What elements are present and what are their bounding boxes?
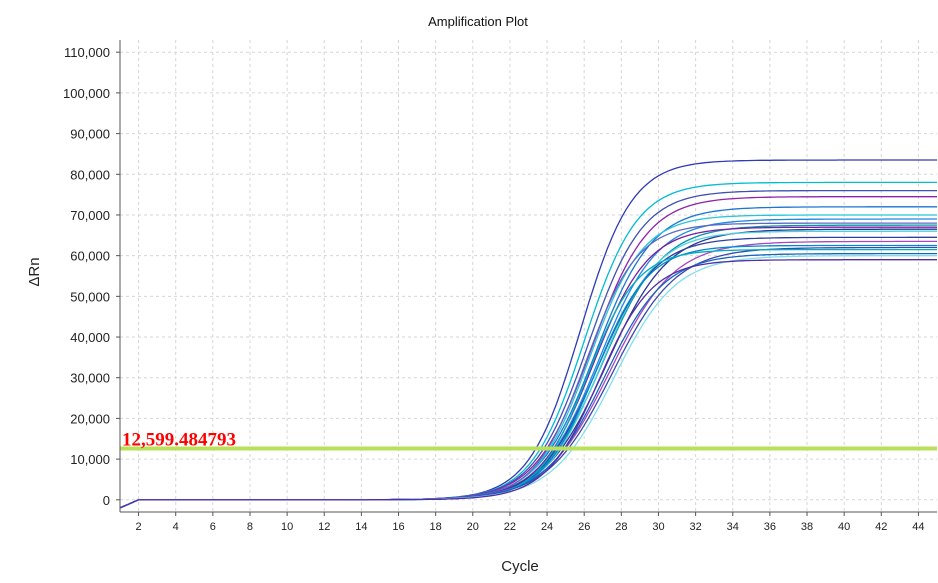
y-tick-label: 50,000 (70, 289, 110, 304)
x-tick-label: 36 (764, 521, 776, 533)
x-tick-label: 42 (875, 521, 887, 533)
x-tick-label: 16 (392, 521, 404, 533)
amplification-curves (119, 159, 937, 509)
x-tick-label: 40 (838, 521, 850, 533)
x-tick-label: 20 (467, 521, 479, 533)
x-tick-label: 2 (136, 521, 142, 533)
y-tick-label: 40,000 (70, 330, 110, 345)
threshold-group[interactable]: 12,599.484793 (120, 430, 937, 451)
y-tick-label: 110,000 (64, 45, 110, 60)
x-tick-label: 24 (541, 521, 553, 533)
x-tick-label: 32 (689, 521, 701, 533)
amplification-curve (119, 259, 937, 509)
y-tick-label: 90,000 (70, 127, 110, 142)
x-tick-label: 28 (615, 521, 627, 533)
x-tick-label: 30 (652, 521, 664, 533)
y-tick-label: 60,000 (70, 249, 110, 264)
x-tick-label: 8 (247, 521, 253, 533)
x-axis-label: Cycle (501, 558, 539, 575)
x-tick-label: 34 (727, 521, 739, 533)
x-tick-label: 10 (281, 521, 293, 533)
y-tick-label: 20,000 (70, 411, 110, 426)
y-tick-label: 100,000 (63, 86, 110, 101)
y-tick-label: 70,000 (70, 208, 110, 223)
y-tick-label: 10,000 (70, 452, 110, 467)
y-tick-labels: 0 10,000 20,000 30,000 40,000 50,000 60,000 70,… (63, 45, 110, 508)
axes (116, 40, 937, 516)
y-axis-label: ΔRn (26, 257, 43, 286)
y-tick-label: 80,000 (70, 167, 110, 182)
x-tick-label: 38 (801, 521, 813, 533)
x-tick-label: 22 (504, 521, 516, 533)
x-tick-label: 14 (355, 521, 367, 533)
threshold-value-label: 12,599.484793 (122, 430, 236, 451)
x-tick-label: 26 (578, 521, 590, 533)
x-tick-label: 4 (173, 521, 179, 533)
x-tick-label: 12 (318, 521, 330, 533)
x-tick-label: 44 (912, 521, 924, 533)
chart-title: Amplification Plot (428, 14, 528, 29)
x-tick-label: 6 (210, 521, 216, 533)
y-tick-label: 0 (103, 493, 110, 508)
x-tick-labels: 2 4 6 8 10 12 14 16 18 20 22 24 26 28 30 32 34 36 38 40 42 44 (136, 521, 925, 533)
x-tick-label: 18 (430, 521, 442, 533)
y-tick-label: 30,000 (70, 371, 110, 386)
